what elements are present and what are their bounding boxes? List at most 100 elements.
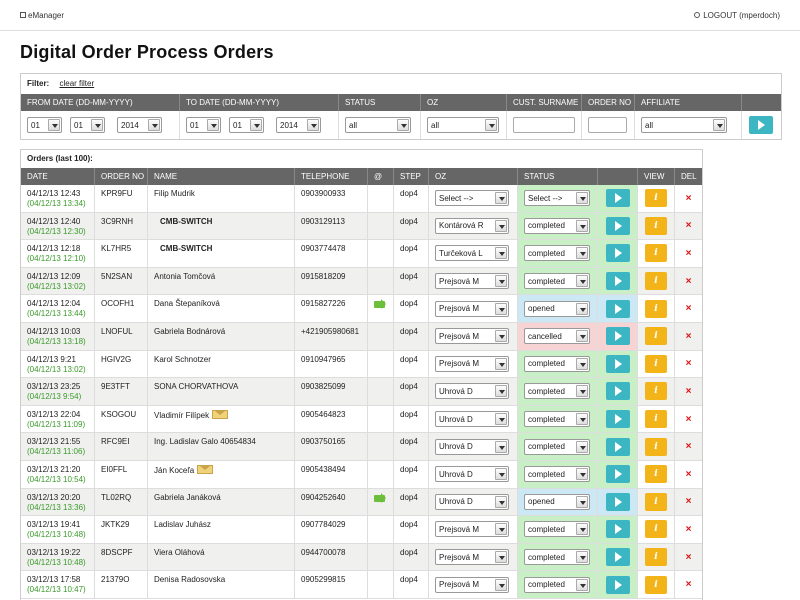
save-status-button[interactable] bbox=[605, 354, 630, 373]
delete-icon[interactable]: × bbox=[685, 330, 692, 342]
status-select[interactable]: opened bbox=[524, 493, 590, 510]
oz-select[interactable]: Prejsová M bbox=[435, 300, 509, 317]
view-order-button[interactable]: i bbox=[645, 382, 667, 401]
app-logo[interactable]: eManager bbox=[20, 11, 64, 20]
delete-icon[interactable]: × bbox=[685, 579, 692, 591]
status-filter-select[interactable]: all bbox=[345, 117, 411, 133]
surname-input[interactable] bbox=[513, 117, 575, 133]
apply-filter-button[interactable] bbox=[749, 116, 773, 134]
from-year-select[interactable]: 2014 bbox=[117, 117, 162, 133]
delete-icon[interactable]: × bbox=[685, 551, 692, 563]
view-order-button[interactable]: i bbox=[645, 548, 667, 567]
oz-select[interactable]: Prejsová M bbox=[435, 355, 509, 372]
view-order-button[interactable]: i bbox=[645, 465, 667, 484]
status-select[interactable]: completed bbox=[524, 355, 590, 372]
from-month-select[interactable]: 01 bbox=[70, 117, 105, 133]
delete-icon[interactable]: × bbox=[685, 247, 692, 259]
clear-filter-link[interactable]: clear filter bbox=[59, 79, 95, 88]
view-order-button[interactable]: i bbox=[645, 492, 667, 511]
status-select[interactable]: completed bbox=[524, 383, 590, 400]
save-status-button[interactable] bbox=[605, 520, 630, 539]
view-order-button[interactable]: i bbox=[645, 437, 667, 456]
save-status-button[interactable] bbox=[605, 299, 630, 318]
oz-select[interactable]: Prejsová M bbox=[435, 521, 509, 538]
save-status-button[interactable] bbox=[605, 575, 630, 594]
save-status-button[interactable] bbox=[605, 272, 630, 291]
status-select[interactable]: completed bbox=[524, 273, 590, 290]
oz-select[interactable]: Uhrová D bbox=[435, 493, 509, 510]
save-status-button[interactable] bbox=[605, 437, 630, 456]
view-order-button[interactable]: i bbox=[645, 272, 667, 291]
to-month-select[interactable]: 01 bbox=[229, 117, 264, 133]
oz-select[interactable]: Uhrová D bbox=[435, 466, 509, 483]
to-day-select[interactable]: 01 bbox=[186, 117, 221, 133]
status-select[interactable]: completed bbox=[524, 549, 590, 566]
save-status-button[interactable] bbox=[605, 465, 630, 484]
oz-select[interactable]: Turčeková L bbox=[435, 245, 509, 262]
affiliate-filter-cell: all bbox=[635, 111, 742, 139]
oz-select[interactable]: Prejsová M bbox=[435, 273, 509, 290]
delete-icon[interactable]: × bbox=[685, 385, 692, 397]
cell-email bbox=[368, 350, 394, 378]
oz-select[interactable]: Prejsová M bbox=[435, 576, 509, 593]
status-select[interactable]: Select --> bbox=[524, 190, 590, 207]
delete-icon[interactable]: × bbox=[685, 275, 692, 287]
status-select[interactable]: completed bbox=[524, 466, 590, 483]
to-year-select[interactable]: 2014 bbox=[276, 117, 321, 133]
cell-order-no: KSOGOU bbox=[95, 405, 148, 433]
view-order-button[interactable]: i bbox=[645, 575, 667, 594]
from-day-select[interactable]: 01 bbox=[27, 117, 62, 133]
mail-forward-icon[interactable] bbox=[374, 492, 386, 503]
status-select[interactable]: completed bbox=[524, 576, 590, 593]
delete-icon[interactable]: × bbox=[685, 358, 692, 370]
save-status-button[interactable] bbox=[605, 492, 630, 511]
cell-status: completed bbox=[518, 433, 598, 460]
delete-icon[interactable]: × bbox=[685, 413, 692, 425]
delete-icon[interactable]: × bbox=[685, 441, 692, 453]
oz-select[interactable]: Prejsová M bbox=[435, 328, 509, 345]
affiliate-select[interactable]: all bbox=[641, 117, 727, 133]
status-select[interactable]: cancelled bbox=[524, 328, 590, 345]
delete-icon[interactable]: × bbox=[685, 496, 692, 508]
status-select[interactable]: completed bbox=[524, 217, 590, 234]
delete-icon[interactable]: × bbox=[685, 523, 692, 535]
view-order-button[interactable]: i bbox=[645, 244, 667, 263]
logout-link[interactable]: LOGOUT (mperdoch) bbox=[694, 11, 780, 20]
view-order-button[interactable]: i bbox=[645, 216, 667, 235]
delete-icon[interactable]: × bbox=[685, 220, 692, 232]
status-select[interactable]: opened bbox=[524, 300, 590, 317]
oz-select[interactable]: Prejsová M bbox=[435, 549, 509, 566]
view-order-button[interactable]: i bbox=[645, 299, 667, 318]
delete-icon[interactable]: × bbox=[685, 303, 692, 315]
save-status-button[interactable] bbox=[605, 327, 630, 346]
status-select[interactable]: completed bbox=[524, 411, 590, 428]
oz-select[interactable]: Kontárová R bbox=[435, 217, 509, 234]
order-no-input[interactable] bbox=[588, 117, 627, 133]
status-select[interactable]: completed bbox=[524, 438, 590, 455]
oz-select[interactable]: Select --> bbox=[435, 190, 509, 207]
save-status-button[interactable] bbox=[605, 189, 630, 208]
save-status-button[interactable] bbox=[605, 244, 630, 263]
delete-icon[interactable]: × bbox=[685, 192, 692, 204]
view-order-button[interactable]: i bbox=[645, 520, 667, 539]
cell-view: i bbox=[638, 185, 675, 212]
save-status-button[interactable] bbox=[605, 382, 630, 401]
oz-select[interactable]: Uhrová D bbox=[435, 383, 509, 400]
save-status-button[interactable] bbox=[605, 410, 630, 429]
cell-name: CMB-SWITCH bbox=[148, 240, 295, 267]
save-status-button[interactable] bbox=[605, 548, 630, 567]
view-order-button[interactable]: i bbox=[645, 410, 667, 429]
cell-status: Select --> bbox=[518, 185, 598, 212]
status-select[interactable]: completed bbox=[524, 245, 590, 262]
oz-select[interactable]: Uhrová D bbox=[435, 438, 509, 455]
status-select[interactable]: completed bbox=[524, 521, 590, 538]
mail-forward-icon[interactable] bbox=[374, 299, 386, 310]
save-status-button[interactable] bbox=[605, 216, 630, 235]
delete-icon[interactable]: × bbox=[685, 468, 692, 480]
oz-select[interactable]: Uhrová D bbox=[435, 411, 509, 428]
oz-filter-select[interactable]: all bbox=[427, 117, 499, 133]
cell-action bbox=[598, 516, 638, 543]
view-order-button[interactable]: i bbox=[645, 189, 667, 208]
view-order-button[interactable]: i bbox=[645, 354, 667, 373]
view-order-button[interactable]: i bbox=[645, 327, 667, 346]
